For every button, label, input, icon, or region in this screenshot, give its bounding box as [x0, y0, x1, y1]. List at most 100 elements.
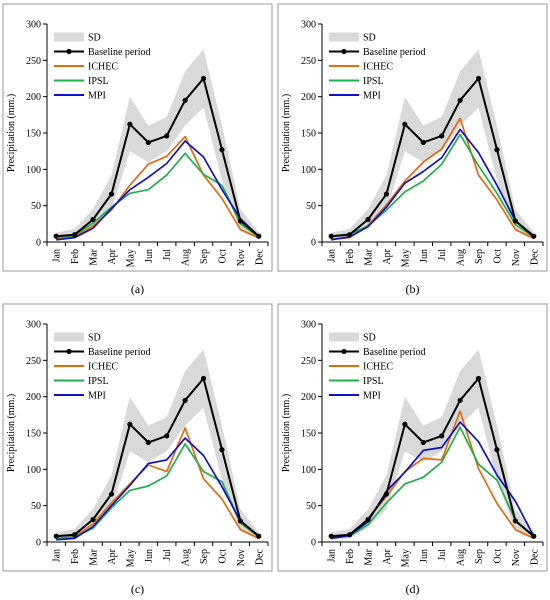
- baseline-point: [383, 491, 390, 497]
- y-tick-label: 200: [301, 92, 316, 103]
- baseline-point: [402, 121, 408, 127]
- panel-label: (c): [131, 582, 144, 596]
- y-tick-label: 200: [26, 92, 41, 103]
- x-tick-label-jul: Jul: [437, 249, 448, 261]
- baseline-point: [531, 233, 537, 239]
- baseline-point: [182, 97, 188, 103]
- baseline-point: [402, 421, 408, 427]
- legend-label-sd: SD: [363, 33, 376, 44]
- baseline-point: [200, 75, 207, 82]
- x-tick-label-aug: Aug: [456, 549, 467, 566]
- x-tick-label-feb: Feb: [70, 549, 81, 564]
- baseline-point: [494, 147, 500, 153]
- legend-marker-baseline: [66, 48, 72, 55]
- legend-swatch-sd: [54, 332, 84, 342]
- baseline-point: [420, 139, 426, 146]
- x-tick-label-dec: Dec: [254, 248, 265, 265]
- baseline-point: [219, 447, 225, 453]
- y-tick-label: 250: [26, 356, 41, 367]
- legend-swatch-sd: [329, 332, 359, 342]
- baseline-point: [347, 532, 353, 538]
- y-tick-label: 150: [301, 429, 316, 440]
- panel-b: 0 50 100 150 200 250 300 Jan Feb Mar Apr May Jun Jul A…: [275, 0, 550, 300]
- x-tick-label-jan: Jan: [327, 249, 338, 262]
- x-tick-label-jan: Jan: [327, 549, 338, 562]
- x-tick-label-jul: Jul: [162, 549, 173, 561]
- baseline-point: [365, 516, 371, 523]
- x-tick-label-mar: Mar: [364, 248, 375, 265]
- series-line-baseline-period: [331, 377, 535, 538]
- y-tick-label: 100: [26, 165, 41, 176]
- y-tick-label: 250: [301, 56, 316, 67]
- baseline-point: [439, 133, 445, 139]
- x-tick-label-sep: Sep: [199, 249, 210, 264]
- legend-label-baseline-period: Baseline period: [88, 347, 150, 358]
- x-tick-label-mar: Mar: [364, 548, 375, 565]
- baseline-point: [108, 191, 115, 197]
- x-tick-label-dec: Dec: [254, 548, 265, 565]
- series-line-mpi: [331, 128, 535, 241]
- y-tick-label: 300: [301, 20, 316, 31]
- y-tick-label: 100: [26, 465, 41, 476]
- x-tick-label-sep: Sep: [199, 549, 210, 564]
- x-tick-label-may: May: [125, 549, 136, 567]
- x-tick-label-feb: Feb: [345, 249, 356, 264]
- chart-d: 0 50 100 150 200 250 300 Jan Feb Mar Apr May Jun Jul A…: [277, 303, 548, 596]
- x-tick-label-jun: Jun: [419, 549, 430, 563]
- panel-label: (d): [406, 582, 420, 596]
- baseline-point: [256, 533, 262, 539]
- series-line-ichec: [56, 135, 260, 240]
- y-tick-label: 0: [311, 238, 316, 249]
- y-tick-label: 100: [301, 165, 316, 176]
- legend-label-baseline-period: Baseline period: [363, 347, 425, 358]
- x-tick-label-feb: Feb: [345, 549, 356, 564]
- chart-a: 0 50 100 150 200 250 300 Jan Feb Mar Apr May Jun Jul A…: [2, 3, 273, 296]
- panel-label: (b): [406, 282, 420, 296]
- x-tick-label-sep: Sep: [474, 549, 485, 564]
- baseline-point: [237, 518, 243, 524]
- legend-swatch-sd: [329, 32, 359, 42]
- legend-label-ichec: ICHEC: [88, 62, 118, 73]
- y-axis-label: Precipitation (mm.): [6, 394, 17, 472]
- baseline-point: [328, 533, 334, 539]
- x-tick-label-jun: Jun: [144, 549, 155, 563]
- panel-c: 0 50 100 150 200 250 300 Jan Feb Mar Apr May Jun Jul A…: [0, 300, 275, 600]
- panel-frame: [277, 303, 548, 572]
- series-line-baseline-period: [56, 377, 260, 538]
- x-tick-label-nov: Nov: [236, 549, 247, 566]
- baseline-point: [475, 75, 482, 82]
- x-tick-label-oct: Oct: [492, 249, 503, 264]
- legend-label-ipsl: IPSL: [363, 376, 384, 387]
- legend-label-ipsl: IPSL: [88, 376, 109, 387]
- y-tick-label: 200: [301, 392, 316, 403]
- baseline-point: [53, 233, 59, 239]
- x-tick-label-may: May: [400, 249, 411, 267]
- x-tick-label-aug: Aug: [456, 249, 467, 266]
- x-tick-label-apr: Apr: [107, 548, 118, 564]
- y-tick-label: 300: [26, 20, 41, 31]
- baseline-point: [237, 218, 243, 224]
- baseline-point: [127, 121, 133, 127]
- baseline-point: [127, 421, 133, 427]
- chart-b: 0 50 100 150 200 250 300 Jan Feb Mar Apr May Jun Jul A…: [277, 3, 548, 296]
- y-tick-label: 300: [301, 320, 316, 331]
- legend-label-ipsl: IPSL: [363, 76, 384, 87]
- y-axis-label: Precipitation (mm.): [281, 94, 292, 172]
- x-tick-label-jun: Jun: [419, 249, 430, 263]
- series-line-ipsl: [331, 426, 535, 539]
- series-line-ipsl: [331, 133, 535, 238]
- baseline-point: [164, 433, 170, 439]
- y-tick-label: 150: [26, 429, 41, 440]
- baseline-point: [531, 533, 537, 539]
- legend-label-ichec: ICHEC: [363, 362, 393, 373]
- baseline-point: [182, 397, 188, 403]
- legend-label-ichec: ICHEC: [363, 62, 393, 73]
- legend-marker-baseline: [341, 348, 347, 355]
- legend-label-baseline-period: Baseline period: [88, 47, 150, 58]
- baseline-point: [439, 433, 445, 439]
- x-tick-label-mar: Mar: [89, 248, 100, 265]
- x-tick-label-apr: Apr: [382, 248, 393, 264]
- baseline-point: [53, 533, 59, 539]
- y-tick-label: 250: [26, 56, 41, 67]
- y-tick-label: 0: [36, 238, 41, 249]
